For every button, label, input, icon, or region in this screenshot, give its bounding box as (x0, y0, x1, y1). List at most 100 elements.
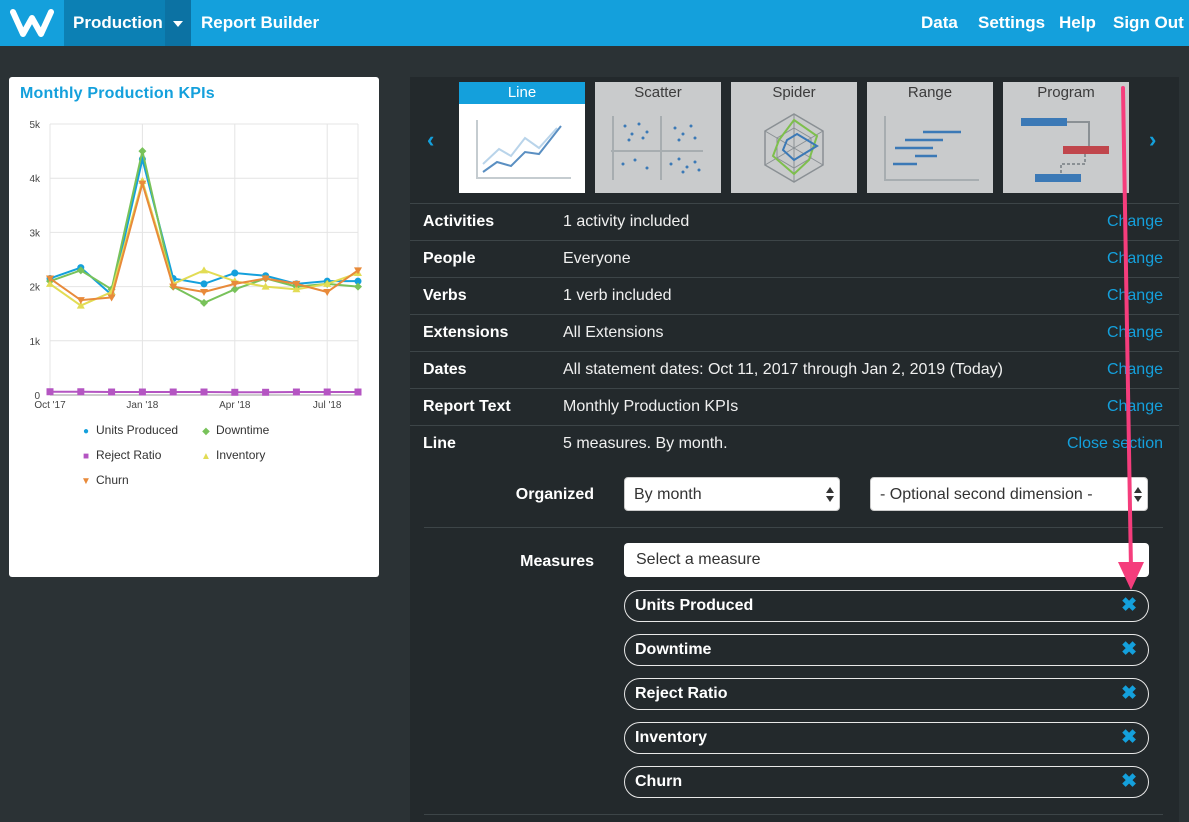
data-point (200, 388, 208, 396)
chart-type-label: Range (907, 84, 953, 101)
legend-item[interactable]: ▲ Inventory (201, 448, 265, 462)
row-value: Monthly Production KPIs (563, 398, 739, 415)
second-dimension-select[interactable]: - Optional second dimension - (870, 477, 1148, 511)
legend-marker: ● (82, 426, 90, 437)
close-icon[interactable]: ✖ (1121, 595, 1137, 616)
chart-type-line[interactable]: Line (459, 82, 585, 193)
change-activities-link[interactable]: Change (1106, 213, 1163, 230)
data-point (107, 294, 116, 302)
change-people-link[interactable]: Change (1106, 250, 1163, 267)
data-point (138, 180, 147, 188)
close-section-link[interactable]: Close section (1066, 435, 1163, 452)
row-value: All Extensions (563, 324, 664, 341)
chart-type-program[interactable]: Program (1003, 82, 1129, 193)
x-tick-label: Jul '18 (313, 400, 342, 411)
row-label: People (423, 250, 476, 267)
legend-item[interactable]: ◆ Downtime (201, 423, 269, 437)
row-value: 5 measures. By month. (563, 435, 728, 452)
line-chart: 0 1k 2k 3k 4k 5k Oct '17 Jan '18 Apr '18 Jul '18 (29, 120, 362, 411)
nav-sign-out[interactable]: Sign Out (1113, 13, 1184, 32)
nav-report-builder[interactable]: Report Builder (201, 13, 320, 32)
row-value: 1 verb included (563, 287, 672, 304)
settings-rows: Activities 1 activity included Change Pe… (410, 203, 1179, 462)
row-label: Dates (423, 361, 467, 378)
close-icon[interactable]: ✖ (1121, 639, 1137, 660)
data-point (292, 388, 300, 396)
nav-help[interactable]: Help (1059, 13, 1096, 32)
data-point (76, 266, 85, 275)
settings-row-verbs: Verbs 1 verb included Change (410, 277, 1179, 314)
measures-label: Measures (520, 553, 594, 570)
chart-title: Monthly Production KPIs (20, 85, 215, 102)
settings-row-report-text: Report Text Monthly Production KPIs Chan… (410, 388, 1179, 425)
measure-chip: Reject Ratio ✖ (624, 678, 1149, 710)
settings-row-people: People Everyone Change (410, 240, 1179, 277)
data-point (354, 277, 362, 285)
change-verbs-link[interactable]: Change (1106, 287, 1163, 304)
measure-chip: Units Produced ✖ (624, 590, 1149, 622)
measure-chip: Inventory ✖ (624, 722, 1149, 754)
legend-item[interactable]: ▼ Churn (81, 473, 129, 487)
data-point (231, 388, 239, 396)
change-extensions-link[interactable]: Change (1106, 324, 1163, 341)
chart-preview-card: 0 1k 2k 3k 4k 5k Oct '17 Jan '18 Apr '18 Jul '18 … (9, 77, 379, 577)
settings-row-line: Line 5 measures. By month. Close section (410, 425, 1179, 462)
change-report-text-link[interactable]: Change (1106, 398, 1163, 415)
series-line (49, 150, 359, 304)
data-point (231, 269, 239, 277)
chart-type-spider[interactable]: Spider (731, 82, 857, 193)
measure-chip-label: Units Produced (635, 597, 754, 614)
measure-chip-label: Churn (635, 773, 683, 790)
x-tick-label: Jan '18 (126, 400, 158, 411)
legend-item[interactable]: ● Units Produced (81, 423, 178, 437)
change-dates-link[interactable]: Change (1106, 361, 1163, 378)
select-arrows-icon (826, 487, 834, 503)
legend-label: Units Produced (96, 423, 179, 437)
project-switcher[interactable]: Production (64, 0, 165, 46)
data-point (230, 285, 239, 294)
close-icon[interactable]: ✖ (1121, 683, 1137, 704)
organized-select[interactable]: By month (624, 477, 840, 511)
data-point (200, 266, 208, 274)
logo-w-icon (10, 9, 54, 37)
nav-settings[interactable]: Settings (978, 13, 1046, 32)
legend-marker: ▲ (201, 451, 211, 462)
nav-data[interactable]: Data (921, 13, 958, 32)
chart-type-label: Line (459, 82, 585, 104)
legend-item[interactable]: ■ Reject Ratio (81, 448, 161, 462)
data-point (323, 279, 332, 287)
data-point (354, 267, 362, 275)
data-point (76, 297, 85, 305)
app-logo[interactable] (0, 0, 64, 46)
x-tick-label: Apr '18 (219, 400, 251, 411)
measure-select[interactable]: Select a measure (624, 543, 1149, 577)
close-icon[interactable]: ✖ (1121, 771, 1137, 792)
chart-type-range[interactable]: Range (867, 82, 993, 193)
legend-label: Downtime (216, 423, 270, 437)
chevron-left-icon[interactable]: ‹ (427, 127, 435, 152)
program-chart-icon (1021, 118, 1109, 182)
data-point (200, 289, 208, 297)
row-label: Extensions (423, 324, 509, 341)
data-point (323, 289, 332, 297)
measure-chip: Churn ✖ (624, 766, 1149, 798)
data-point (46, 275, 54, 283)
chart-type-label: Program (1037, 84, 1095, 101)
y-tick-label: 3k (29, 228, 41, 239)
close-icon[interactable]: ✖ (1121, 727, 1137, 748)
chart-type-scatter[interactable]: Scatter (595, 82, 721, 193)
chevron-right-icon[interactable]: › (1149, 127, 1157, 152)
line-chart-icon (476, 120, 571, 179)
chart-type-label: Spider (772, 84, 816, 101)
chart-type-carousel: ‹ › Line Scatter Spider (410, 77, 1179, 203)
data-point (46, 279, 54, 287)
data-point (262, 388, 270, 396)
data-point (323, 388, 331, 396)
y-tick-label: 0 (34, 391, 40, 402)
row-label: Verbs (423, 287, 467, 304)
project-dropdown-caret[interactable] (165, 0, 191, 46)
data-point (354, 282, 362, 291)
data-point (261, 275, 270, 283)
row-label: Activities (423, 213, 495, 230)
organized-select-value: By month (634, 486, 702, 503)
